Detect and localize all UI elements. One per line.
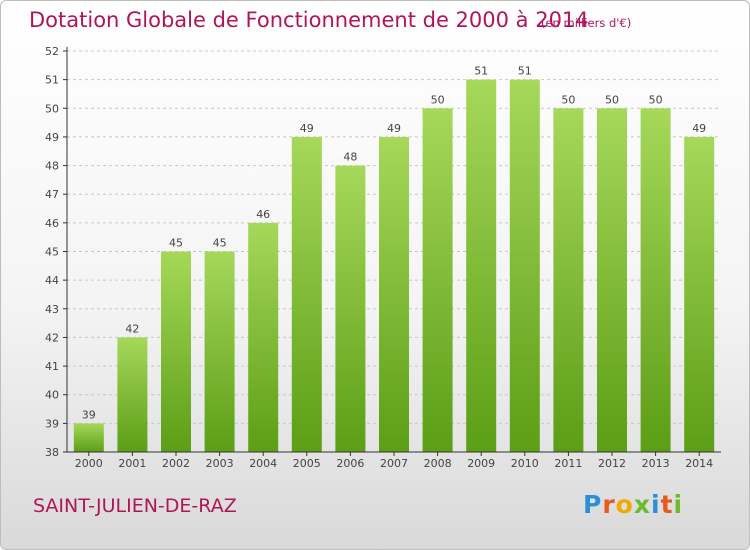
x-tick-label: 2012	[598, 457, 626, 470]
y-tick-label: 38	[45, 446, 59, 459]
x-tick-label: 2004	[249, 457, 277, 470]
value-label: 39	[82, 408, 96, 421]
bar-2011	[553, 108, 584, 453]
value-label: 49	[300, 122, 314, 135]
x-tick-label: 2002	[162, 457, 190, 470]
x-tick-label: 2007	[380, 457, 408, 470]
x-tick-label: 2013	[642, 457, 670, 470]
chart-subtitle: (en milliers d'€)	[541, 16, 632, 30]
logo-letter: t	[660, 490, 674, 519]
value-label: 50	[431, 93, 445, 106]
value-label: 50	[605, 93, 619, 106]
x-tick-label: 2011	[554, 457, 582, 470]
value-label: 49	[387, 122, 401, 135]
value-label: 50	[561, 93, 575, 106]
bar-2013	[640, 108, 671, 453]
y-tick-label: 49	[45, 131, 59, 144]
x-tick-label: 2008	[424, 457, 452, 470]
y-tick-label: 40	[45, 389, 59, 402]
bars	[73, 79, 715, 453]
bar-2000	[73, 423, 104, 452]
bar-2001	[117, 337, 148, 452]
bar-2012	[597, 108, 627, 453]
bar-2010	[509, 79, 540, 453]
value-label: 46	[256, 208, 270, 221]
value-label: 50	[649, 93, 663, 106]
bar-2007	[379, 136, 409, 452]
proxiti-logo: Proxiti	[583, 490, 683, 519]
y-tick-label: 51	[45, 74, 59, 87]
y-tick-label: 43	[45, 303, 59, 316]
y-tick-label: 48	[45, 160, 59, 173]
bar-2009	[466, 79, 497, 453]
x-tick-label: 2000	[75, 457, 103, 470]
bar-2006	[335, 165, 366, 453]
bar-2003	[204, 251, 235, 452]
value-label: 45	[169, 237, 183, 250]
y-tick-label: 52	[45, 45, 59, 58]
axes: 38 39 40 41 42 43 44 45 46 47 48 49 50 51 52 2000 2001 20…	[45, 45, 721, 470]
bar-2005	[291, 136, 322, 452]
x-tick-label: 2010	[511, 457, 539, 470]
bar-2014	[684, 136, 715, 452]
y-tick-label: 44	[45, 274, 59, 287]
y-tick-label: 41	[45, 360, 59, 373]
chart-title: Dotation Globale de Fonctionnement de 20…	[29, 8, 589, 32]
x-tick-label: 2001	[118, 457, 146, 470]
bar-2002	[161, 251, 191, 452]
y-tick-label: 45	[45, 246, 59, 259]
y-tick-label: 46	[45, 217, 59, 230]
x-tick-label: 2014	[685, 457, 713, 470]
x-tick-label: 2005	[293, 457, 321, 470]
bar-2004	[248, 222, 279, 452]
x-tick-label: 2009	[467, 457, 495, 470]
value-label: 51	[518, 65, 532, 78]
logo-letter: o	[615, 490, 634, 519]
value-label: 49	[692, 122, 706, 135]
value-label: 42	[125, 322, 139, 335]
y-tick-label: 50	[45, 102, 59, 115]
value-label: 45	[213, 237, 227, 250]
commune-name: SAINT-JULIEN-DE-RAZ	[33, 495, 237, 517]
y-tick-label: 42	[45, 331, 59, 344]
y-tick-label: 39	[45, 417, 59, 430]
logo-letter: P	[583, 490, 603, 519]
logo-letter: i	[673, 490, 684, 519]
labels: 39 42 45 45 46 49 48 49 50 51 51 50 50 50 49	[82, 65, 706, 422]
logo-letter: r	[602, 490, 616, 519]
bar-2008	[422, 108, 453, 453]
logo-letter: x	[633, 490, 651, 519]
y-tick-label: 47	[45, 188, 59, 201]
x-tick-label: 2003	[206, 457, 234, 470]
x-tick-label: 2006	[336, 457, 364, 470]
value-label: 51	[474, 65, 488, 78]
logo-letter: i	[651, 490, 661, 519]
value-label: 48	[343, 151, 357, 164]
